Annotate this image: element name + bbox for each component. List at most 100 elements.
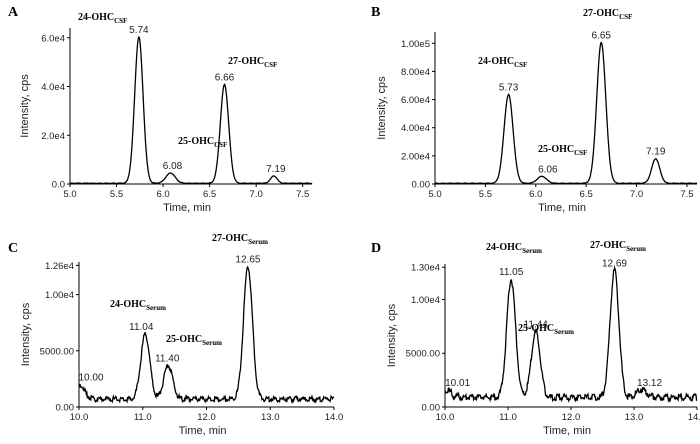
x-tick-label: 6.0: [156, 189, 169, 200]
peak-label: 12.65: [235, 254, 260, 265]
panel-letter: A: [8, 5, 19, 20]
panel-letter: B: [371, 5, 380, 20]
peak-label: 7.19: [266, 164, 286, 175]
y-tick-label: 0.00: [412, 180, 431, 191]
peak-label: 11.05: [499, 267, 524, 278]
compound-name: 25-OHC: [178, 136, 214, 147]
compound-annotation: 25-OHCCSF: [538, 144, 587, 157]
chromatogram-trace: [434, 41, 698, 185]
chromatogram-trace: [444, 265, 698, 403]
x-axis-title: Time, min: [543, 425, 591, 437]
peak-label: 11.04: [129, 322, 154, 333]
compound-annotation: 27-OHCCSF: [583, 8, 632, 21]
y-tick-label: 0.00: [422, 403, 441, 414]
compound-subscript: Serum: [202, 339, 222, 347]
chromatogram-trace: [78, 265, 335, 405]
x-axis-title: Time, min: [179, 425, 227, 437]
x-tick-label: 10.0: [436, 412, 455, 423]
x-axis-title: Time, min: [538, 202, 586, 214]
x-tick-label: 6.5: [580, 189, 593, 200]
compound-subscript: CSF: [574, 149, 587, 157]
compound-subscript: Serum: [248, 238, 268, 246]
compound-annotation: 25-OHCSerum: [518, 323, 574, 336]
x-tick-label: 13.0: [261, 412, 280, 423]
y-tick-label: 6.0e4: [41, 33, 65, 44]
y-tick-label: 2.00e4: [401, 151, 430, 162]
compound-name: 27-OHC: [590, 240, 626, 251]
y-tick-label: 5000.00: [40, 346, 74, 357]
peak-label: 6.65: [592, 31, 612, 42]
compound-subscript: Serum: [626, 245, 646, 253]
peak-label: 12.69: [602, 258, 627, 269]
compound-annotation: 24-OHCCSF: [78, 12, 127, 25]
compound-name: 27-OHC: [228, 56, 264, 67]
x-tick-label: 11.0: [134, 412, 152, 423]
x-tick-label: 6.5: [203, 189, 216, 200]
compound-name: 24-OHC: [486, 242, 522, 253]
compound-subscript: CSF: [264, 61, 277, 69]
y-tick-label: 4.0e4: [41, 82, 65, 93]
compound-name: 25-OHC: [518, 323, 554, 334]
compound-subscript: CSF: [214, 141, 227, 149]
compound-name: 25-OHC: [166, 334, 202, 345]
compound-name: 24-OHC: [78, 12, 114, 23]
x-tick-label: 7.0: [250, 189, 263, 200]
panel-letter: D: [371, 241, 381, 256]
peak-label: 6.08: [163, 161, 183, 172]
y-tick-label: 6.00e4: [401, 95, 430, 106]
y-tick-label: 4.00e4: [401, 123, 430, 134]
x-axis-title: Time, min: [163, 202, 211, 214]
peak-label: 13.12: [637, 378, 662, 389]
x-tick-label: 7.5: [296, 189, 309, 200]
peak-label: 11.40: [155, 353, 180, 364]
x-tick-label: 12.0: [562, 412, 581, 423]
compound-annotation: 24-OHCCSF: [478, 56, 527, 69]
x-tick-label: 13.0: [625, 412, 644, 423]
peak-label: 5.73: [499, 83, 519, 94]
compound-annotation: 27-OHCSerum: [212, 233, 268, 246]
x-tick-label: 6.0: [529, 189, 542, 200]
compound-name: 25-OHC: [538, 144, 574, 155]
x-tick-label: 5.0: [428, 189, 441, 200]
y-tick-label: 1.30e4: [411, 263, 440, 274]
compound-name: 27-OHC: [212, 233, 248, 244]
peak-label: 6.06: [538, 164, 558, 175]
x-tick-label: 11.0: [499, 412, 517, 423]
compound-subscript: Serum: [522, 247, 542, 255]
chromatogram-trace: [69, 35, 313, 185]
y-tick-label: 1.26e4: [45, 261, 74, 272]
y-axis-title: Intensity, cps: [19, 74, 31, 138]
y-tick-label: 2.0e4: [41, 131, 65, 142]
y-tick-label: 1.00e4: [45, 290, 74, 301]
peak-label: 10.01: [445, 378, 470, 389]
compound-annotation: 27-OHCSerum: [590, 240, 646, 253]
peak-label: 6.66: [215, 73, 235, 84]
x-tick-label: 14.0: [688, 412, 700, 423]
compound-annotation: 25-OHCCSF: [178, 136, 227, 149]
y-axis-title: Intensity, cps: [20, 302, 32, 366]
peak-label: 10.00: [78, 373, 103, 384]
y-tick-label: 0.00: [56, 403, 75, 414]
x-tick-label: 5.5: [110, 189, 123, 200]
x-tick-label: 7.5: [680, 189, 693, 200]
compound-subscript: CSF: [619, 13, 632, 21]
panel-letter: C: [8, 241, 18, 256]
x-tick-label: 10.0: [70, 412, 89, 423]
y-tick-label: 1.00e4: [411, 295, 440, 306]
x-tick-label: 12.0: [197, 412, 216, 423]
compound-annotation: 27-OHCCSF: [228, 56, 277, 69]
y-tick-label: 0.0: [52, 180, 65, 191]
y-tick-label: 1.00e5: [401, 39, 430, 50]
chart-panel-a: A 5.0 5.5 6.0 6.5 7.0 7.5 0.0 2.0e4 4.0e4 6.0e4 Tim…: [8, 5, 313, 214]
compound-annotation: 24-OHCSerum: [486, 242, 542, 255]
y-axis-title: Intensity, cps: [386, 303, 398, 367]
x-tick-label: 5.0: [63, 189, 76, 200]
compound-name: 24-OHC: [110, 299, 146, 310]
peak-label: 7.19: [646, 147, 666, 158]
y-tick-label: 5000.00: [406, 349, 440, 360]
peak-label: 11.44: [524, 320, 549, 331]
chart-panel-c: C 10.0 11.0 12.0 13.0 14.0 0.00 5000.00 1.00e4 1.…: [8, 233, 343, 437]
y-tick-label: 8.00e4: [401, 67, 430, 78]
compound-subscript: Serum: [146, 304, 166, 312]
